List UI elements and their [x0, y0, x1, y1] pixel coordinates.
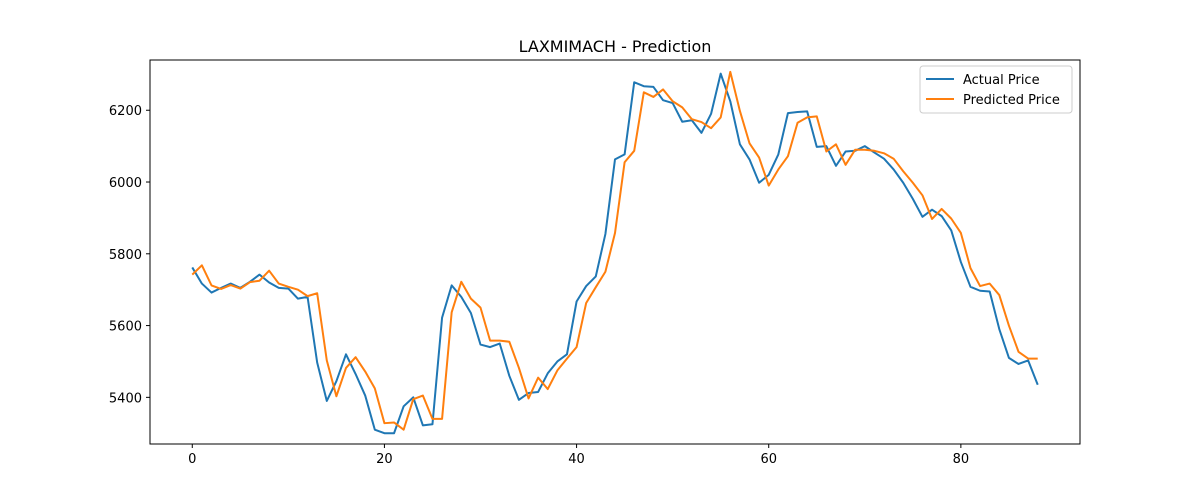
series-layer — [191, 70, 1039, 435]
y-tick-label: 5400 — [109, 391, 142, 406]
x-tick-label: 0 — [188, 452, 196, 467]
predicted-price-line — [191, 70, 1038, 431]
legend-label-actual-price: Actual Price — [963, 73, 1040, 88]
y-tick-label: 6000 — [109, 176, 142, 191]
legend: Actual Price Predicted Price — [919, 65, 1073, 114]
legend-label-predicted-price: Predicted Price — [963, 93, 1060, 108]
y-tick-label: 5800 — [109, 248, 142, 263]
x-axis: 0 20 40 60 80 — [188, 444, 969, 467]
x-tick-label: 60 — [760, 452, 777, 467]
x-tick-label: 40 — [568, 452, 585, 467]
y-axis: 5400 5600 5800 6000 6200 — [109, 104, 150, 406]
y-tick-label: 5600 — [109, 320, 142, 335]
plot-area — [149, 59, 1081, 445]
y-tick-label: 6200 — [109, 104, 142, 119]
plot-frame — [149, 59, 1081, 445]
legend-box — [919, 65, 1073, 114]
actual-price-line — [191, 72, 1039, 435]
x-tick-label: 80 — [953, 452, 970, 467]
chart-title: LAXMIMACH - Prediction — [519, 37, 712, 56]
x-tick-label: 20 — [376, 452, 393, 467]
